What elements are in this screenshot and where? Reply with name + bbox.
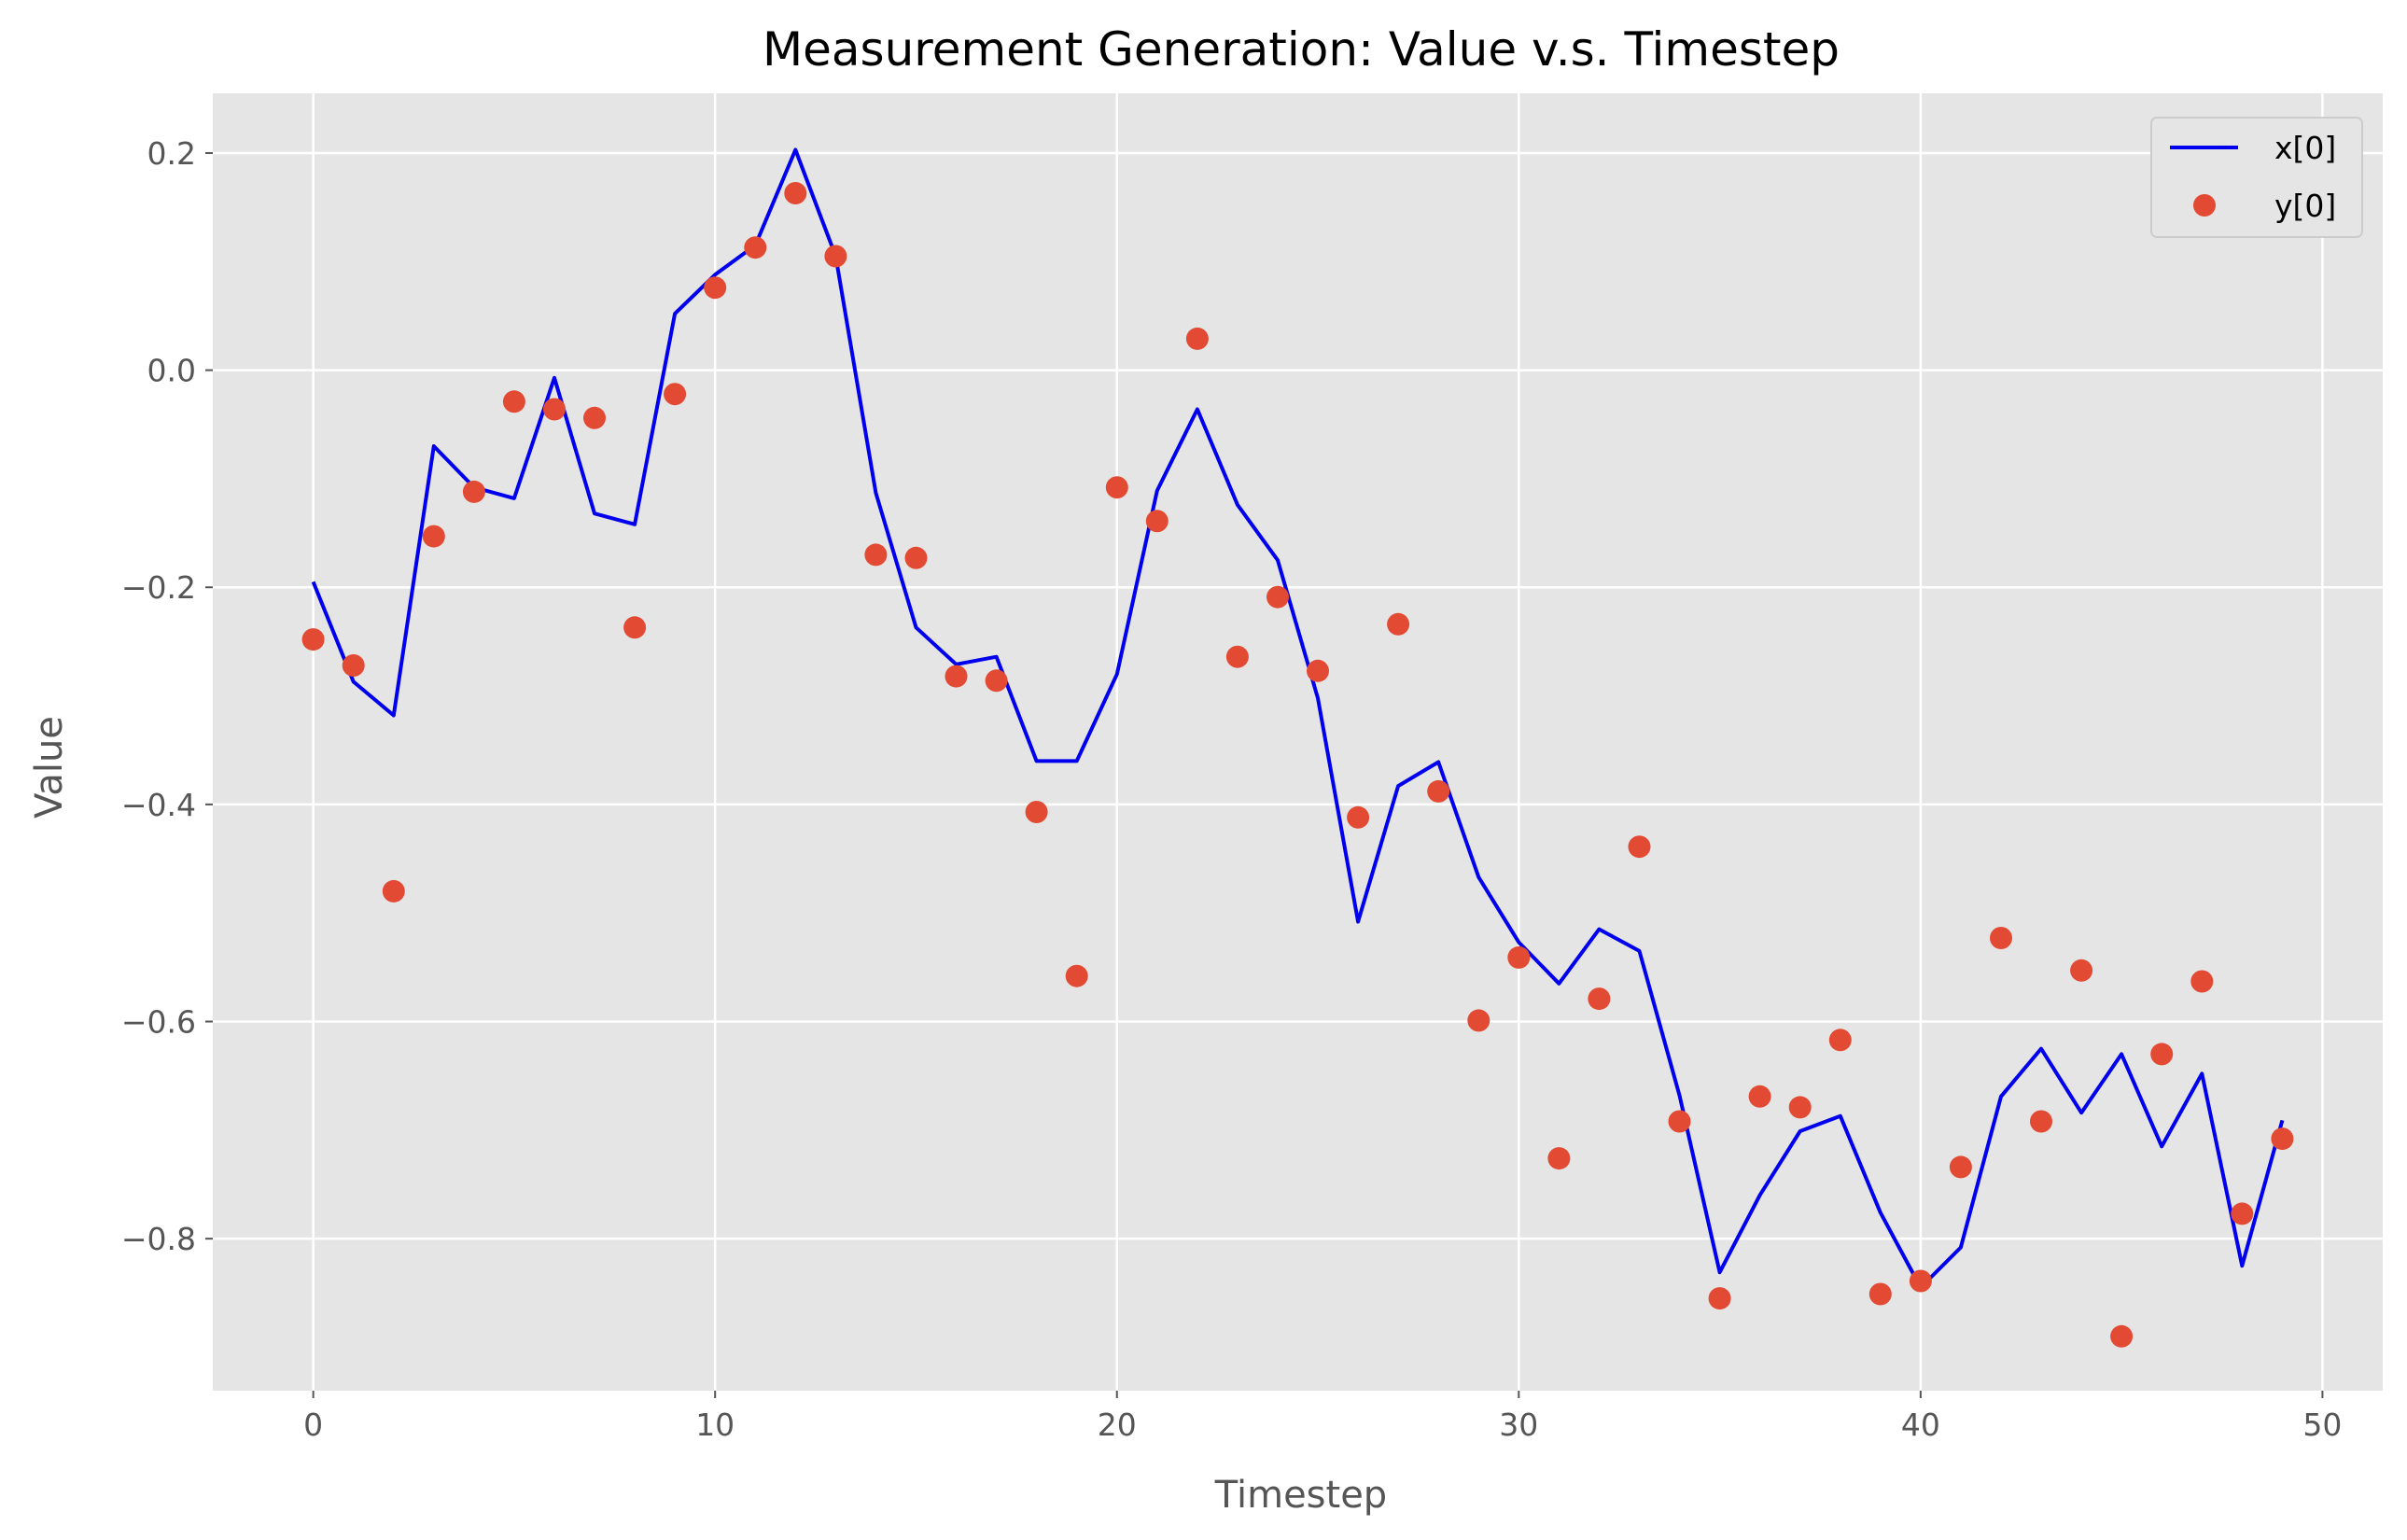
legend-label-y0: y[0] bbox=[2274, 188, 2336, 224]
y0-data-point bbox=[2231, 1202, 2254, 1225]
y0-data-point bbox=[985, 669, 1008, 693]
x0-series-line bbox=[311, 147, 2285, 1290]
y0-data-point bbox=[2190, 970, 2214, 993]
legend: x[0] y[0] bbox=[2150, 117, 2363, 238]
y0-data-point bbox=[1387, 612, 1410, 636]
y0-data-point bbox=[462, 480, 485, 503]
y0-data-point bbox=[1225, 645, 1249, 668]
y0-data-point bbox=[623, 616, 647, 639]
y-tick-label: −0.2 bbox=[121, 569, 196, 606]
y-tick-label: 0.0 bbox=[147, 353, 196, 389]
x-axis-label: Timestep bbox=[1214, 1474, 1387, 1517]
x-tick-label: 0 bbox=[303, 1407, 323, 1443]
y0-data-point bbox=[2150, 1043, 2174, 1066]
y0-data-point bbox=[422, 525, 445, 548]
y0-data-point bbox=[664, 383, 687, 406]
y0-data-point bbox=[784, 182, 807, 204]
y0-data-point bbox=[1949, 1155, 1972, 1179]
x-tick-label: 50 bbox=[2302, 1407, 2342, 1443]
y0-data-point bbox=[744, 236, 767, 259]
y-axis-label: Value bbox=[28, 716, 71, 819]
y-tick-label: −0.6 bbox=[121, 1004, 196, 1041]
legend-marker-swatch bbox=[2193, 194, 2216, 217]
y0-data-point bbox=[1788, 1096, 1812, 1119]
y0-data-point bbox=[301, 628, 325, 651]
legend-label-x0: x[0] bbox=[2274, 130, 2336, 166]
y0-data-point bbox=[1588, 987, 1611, 1011]
x-tick-label: 20 bbox=[1098, 1407, 1137, 1443]
y-tick-label: 0.2 bbox=[147, 135, 196, 172]
y0-data-point bbox=[1828, 1029, 1852, 1052]
y0-data-point bbox=[1145, 510, 1169, 533]
y0-data-point bbox=[1507, 945, 1531, 969]
y0-data-point bbox=[2271, 1127, 2294, 1151]
y0-data-point bbox=[1105, 476, 1128, 499]
grid bbox=[213, 93, 2383, 1391]
y0-data-point bbox=[1025, 801, 1048, 823]
y0-data-point bbox=[1748, 1085, 1771, 1108]
y0-data-point bbox=[824, 245, 847, 268]
y0-data-point bbox=[904, 546, 928, 569]
y0-data-point bbox=[583, 406, 606, 429]
y0-data-point bbox=[2070, 959, 2093, 982]
y0-data-point bbox=[382, 879, 405, 903]
y0-data-point bbox=[1427, 779, 1450, 803]
y0-data-point bbox=[502, 390, 525, 413]
y0-data-point bbox=[1547, 1147, 1571, 1170]
x-tick-label: 30 bbox=[1499, 1407, 1538, 1443]
x-tick-label: 40 bbox=[1901, 1407, 1940, 1443]
y0-data-point bbox=[945, 665, 968, 688]
y0-data-point bbox=[1708, 1287, 1731, 1310]
chart-title: Measurement Generation: Value v.s. Times… bbox=[763, 22, 1840, 77]
y0-data-point bbox=[1347, 805, 1370, 829]
y-tick-label: −0.4 bbox=[121, 787, 196, 823]
y0-data-point bbox=[2030, 1110, 2052, 1133]
y0-data-point bbox=[1307, 659, 1329, 682]
y0-data-point bbox=[1185, 327, 1209, 350]
y-tick-label: −0.8 bbox=[121, 1221, 196, 1257]
y0-data-point bbox=[1266, 585, 1289, 609]
y0-data-point bbox=[342, 654, 365, 677]
y0-data-point bbox=[1065, 964, 1088, 987]
y0-data-point bbox=[1909, 1269, 1932, 1293]
y0-data-point bbox=[1868, 1282, 1892, 1306]
y0-data-point bbox=[704, 276, 727, 300]
x-tick-label: 10 bbox=[695, 1407, 735, 1443]
scatter-series-layer bbox=[301, 182, 2294, 1348]
y0-data-point bbox=[2110, 1324, 2134, 1348]
y0-data-point bbox=[543, 398, 566, 421]
y0-data-point bbox=[1628, 835, 1651, 859]
y0-data-point bbox=[1467, 1009, 1490, 1032]
axis-ticks: 0 10 20 30 40 50 0.2 0.0 −0.2 −0.4 −0.6 −0.8 bbox=[121, 135, 2343, 1443]
y0-data-point bbox=[1990, 927, 2012, 949]
y0-data-point bbox=[864, 543, 888, 567]
line-series-layer bbox=[311, 147, 2285, 1290]
y0-data-point bbox=[1668, 1110, 1691, 1133]
plot-area bbox=[213, 93, 2383, 1391]
